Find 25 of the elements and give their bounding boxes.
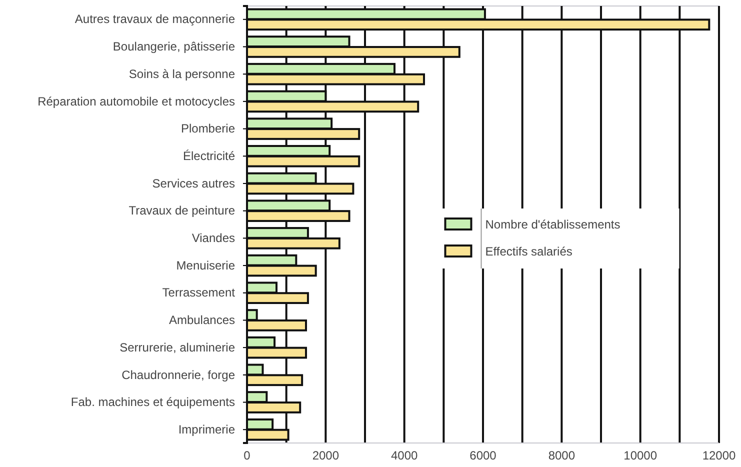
x-tick-label: 8000 — [548, 448, 576, 463]
y-tick-label: Imprimerie — [178, 422, 236, 436]
y-tick-label: Électricité — [182, 148, 236, 163]
y-tick-label: Menuiserie — [176, 258, 236, 272]
y-tick-label: Travaux de peinture — [128, 204, 236, 218]
y-tick-label: Terrassement — [162, 286, 236, 300]
x-tick-label: 4000 — [390, 448, 418, 463]
y-tick-label: Viandes — [192, 231, 235, 246]
y-tick-label: Serrurerie, aluminerie — [120, 340, 236, 354]
x-tick-label: 10000 — [624, 448, 658, 463]
x-tick-label: 0 — [244, 448, 251, 463]
y-tick-label: Soins à la personne — [128, 66, 236, 81]
y-tick-label: Services autres — [152, 176, 235, 190]
x-tick-label: 2000 — [312, 448, 340, 463]
y-tick-label: Réparation automobile et motocycles — [38, 94, 235, 108]
y-tick-label: Plomberie — [180, 122, 236, 136]
y-tick-label: Ambulances — [168, 313, 235, 328]
legend-label: Nombre d'établissements — [485, 218, 620, 232]
x-tick-label: 6000 — [470, 448, 497, 463]
y-tick-label: Boulangerie, pâtisserie — [112, 40, 236, 54]
y-tick-label: Autres travaux de maçonnerie — [74, 12, 236, 26]
y-tick-label: Chaudronnerie, forge — [122, 368, 236, 382]
x-tick-label: 12000 — [702, 448, 736, 463]
legend-label: Effectifs salariés — [485, 244, 572, 258]
y-tick-label: Fab. machines et équipements — [70, 395, 235, 410]
